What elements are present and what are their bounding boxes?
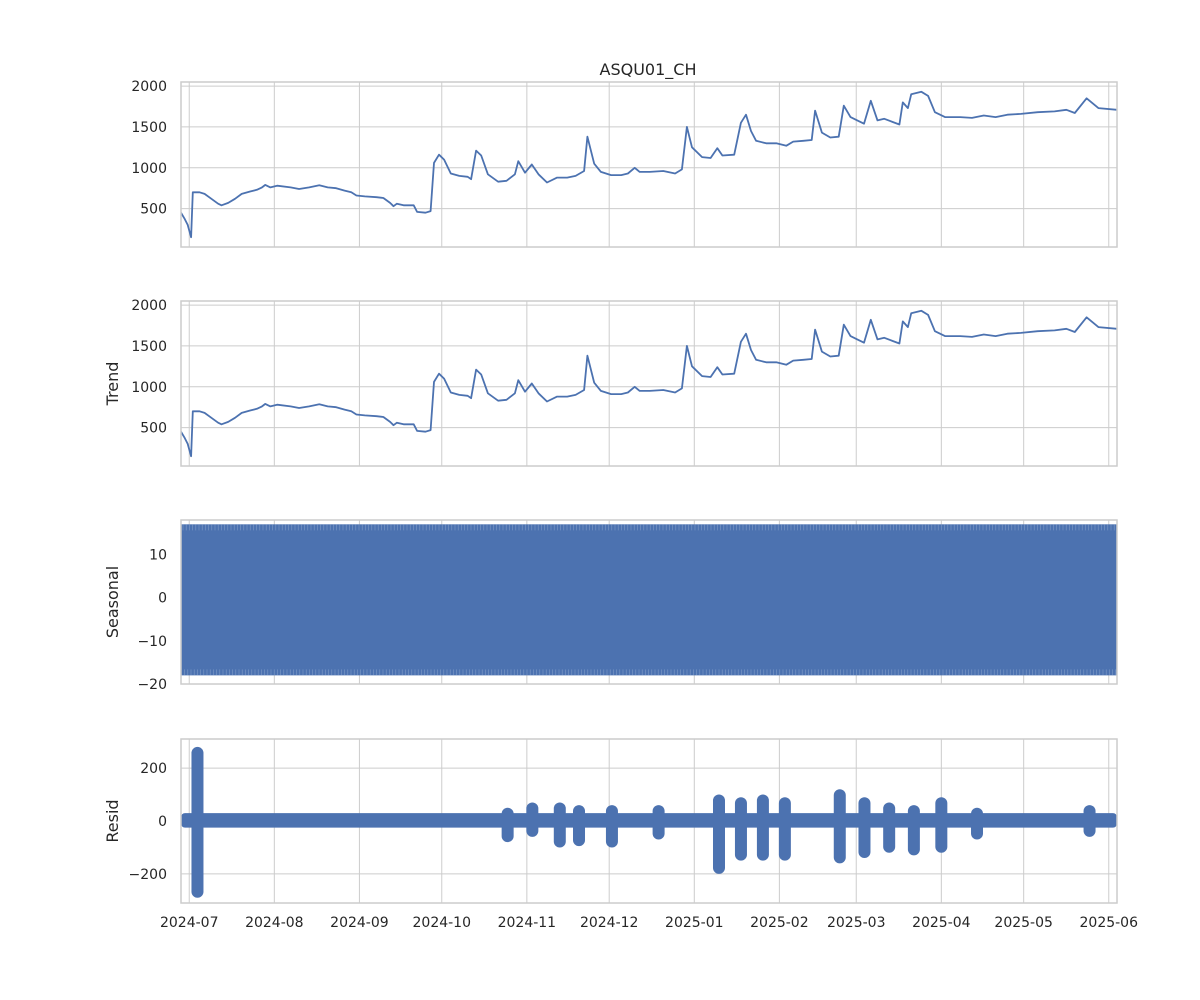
panel-seasonal: −20 −10 0 10 Seasonal <box>103 519 1118 693</box>
y-tick-label: −10 <box>137 634 167 650</box>
x-tick-label: 2024-10 <box>413 915 472 931</box>
panels: 500100015002000500100015002000Trend−20−1… <box>103 79 1138 931</box>
x-tick-label: 2024-08 <box>245 915 304 931</box>
resid-baseline <box>181 813 1117 828</box>
x-tick-label: 2024-07 <box>160 915 219 931</box>
series-line <box>181 90 1117 239</box>
chart-title: ASQU01_CH <box>600 60 697 80</box>
panel-resid: −200 0 200 Resid 2024-07 2024-08 2024-09 2024-1… <box>103 738 1139 931</box>
x-tick-label: 2025-02 <box>750 915 809 931</box>
resid-burst <box>553 802 566 848</box>
y-tick-label: 0 <box>158 814 167 830</box>
axes-frame <box>180 300 1118 467</box>
x-tick-label: 2025-05 <box>994 915 1053 931</box>
axes-frame <box>180 519 1118 685</box>
axes-frame <box>180 81 1118 248</box>
resid-burst <box>1083 805 1096 837</box>
y-tick-label: 1500 <box>131 120 167 136</box>
resid-burst <box>526 802 539 837</box>
plot-area <box>181 90 1117 239</box>
axes-frame <box>180 738 1118 904</box>
x-tick-label: 2025-01 <box>665 915 724 931</box>
y-axis-label: Resid <box>103 799 122 842</box>
x-tick-label: 2024-11 <box>498 915 557 931</box>
series-line <box>181 309 1117 458</box>
y-tick-label: 2000 <box>131 298 167 314</box>
y-tick-label: 2000 <box>131 79 167 95</box>
y-tick-label: −20 <box>137 677 167 693</box>
y-tick-label: 1500 <box>131 339 167 355</box>
panel-trend: 500 1000 1500 2000 Trend <box>103 298 1118 467</box>
resid-burst <box>501 807 514 843</box>
x-tick-label: 2025-04 <box>912 915 971 931</box>
resid-burst <box>191 746 204 898</box>
x-tick-label: 2025-03 <box>827 915 886 931</box>
resid-burst <box>883 802 896 853</box>
x-tick-label: 2025-06 <box>1080 915 1139 931</box>
y-tick-label: 1000 <box>131 380 167 396</box>
resid-burst <box>734 797 747 861</box>
resid-burst <box>833 789 846 864</box>
panel-observed: 500 1000 1500 2000 <box>131 79 1118 248</box>
y-tick-label: 0 <box>158 591 167 607</box>
y-tick-label: −200 <box>129 867 167 883</box>
resid-burst <box>907 805 920 856</box>
y-axis-label: Seasonal <box>103 566 122 638</box>
resid-burst <box>778 797 791 861</box>
x-tick-label: 2024-09 <box>330 915 389 931</box>
resid-burst <box>935 797 948 853</box>
plot-area <box>181 309 1117 458</box>
resid-burst <box>858 797 871 859</box>
y-tick-label: 10 <box>149 548 167 564</box>
plot-area <box>181 524 1117 676</box>
resid-burst <box>971 807 984 840</box>
y-tick-label: 200 <box>140 761 167 777</box>
resid-burst <box>712 794 725 874</box>
plot-area <box>181 746 1117 898</box>
y-tick-label: 1000 <box>131 161 167 177</box>
resid-burst <box>605 805 618 848</box>
x-tick-label: 2024-12 <box>580 915 639 931</box>
resid-burst <box>573 805 586 847</box>
y-tick-label: 500 <box>140 202 167 218</box>
y-axis-label: Trend <box>103 362 122 407</box>
resid-burst <box>652 805 665 840</box>
y-tick-label: 500 <box>140 421 167 437</box>
seasonal-band <box>181 524 1117 676</box>
resid-burst <box>756 794 769 861</box>
